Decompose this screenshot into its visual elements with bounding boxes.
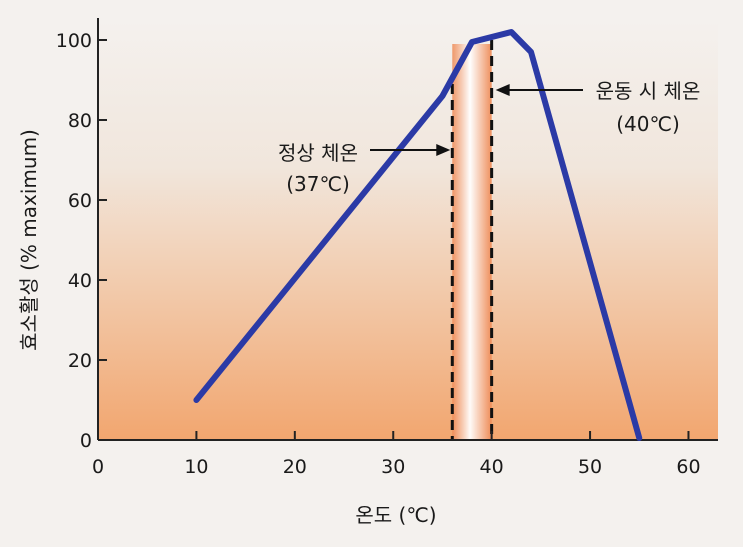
- body-temperature-band: [452, 44, 491, 440]
- y-tick-label: 100: [56, 30, 92, 52]
- x-tick-label: 10: [184, 456, 208, 478]
- y-tick-label: 20: [68, 350, 92, 372]
- x-tick-label: 20: [283, 456, 307, 478]
- x-tick-label: 30: [381, 456, 405, 478]
- y-tick-label: 0: [80, 430, 92, 452]
- annotation-normal-temp-value: (37℃): [286, 172, 350, 196]
- annotation-exercise-temp-value: (40℃): [616, 112, 680, 136]
- y-tick-label: 60: [68, 190, 92, 212]
- y-axis-title: 효소활성 (% maximum): [17, 129, 41, 351]
- annotation-exercise-temp-label: 운동 시 체온: [596, 79, 701, 103]
- annotation-normal-temp-label: 정상 체온: [278, 141, 358, 165]
- y-tick-label: 40: [68, 270, 92, 292]
- x-tick-label: 0: [92, 456, 104, 478]
- x-axis-title: 온도 (℃): [355, 503, 436, 527]
- x-tick-label: 40: [480, 456, 504, 478]
- x-tick-label: 60: [676, 456, 700, 478]
- x-tick-label: 50: [578, 456, 602, 478]
- y-tick-label: 80: [68, 110, 92, 132]
